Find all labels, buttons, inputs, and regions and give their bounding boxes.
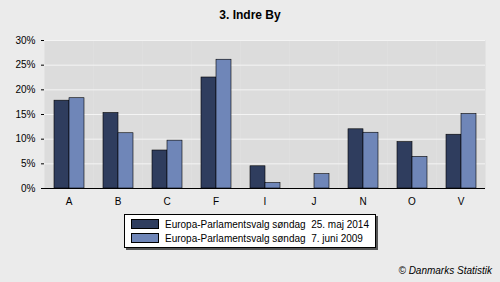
svg-text:15%: 15% [15, 109, 35, 120]
svg-text:10%: 10% [15, 133, 35, 144]
svg-text:25%: 25% [15, 59, 35, 70]
svg-text:20%: 20% [15, 84, 35, 95]
svg-text:30%: 30% [15, 35, 35, 46]
svg-text:N: N [359, 196, 366, 207]
html-text:© Danmarks Statistik: © Danmarks Statistik [398, 265, 492, 276]
svg-text:V: V [458, 196, 465, 207]
svg-text:5%: 5% [21, 158, 36, 169]
svg-text:0%: 0% [21, 183, 36, 194]
svg-text:J: J [312, 196, 317, 207]
svg-text:I: I [264, 196, 267, 207]
svg-text:F: F [213, 196, 219, 207]
svg-text:A: A [66, 196, 73, 207]
svg-text:C: C [163, 196, 170, 207]
html-text:Europa-Parlamentsvalg søndag 2: Europa-Parlamentsvalg søndag 25. maj 201… [165, 218, 369, 230]
svg-text:B: B [115, 196, 122, 207]
html-text:3. Indre By: 3. Indre By [219, 8, 281, 22]
svg-text:O: O [408, 196, 416, 207]
html-text:Europa-Parlamentsvalg søndag 7: Europa-Parlamentsvalg søndag 7. juni 200… [165, 232, 363, 244]
